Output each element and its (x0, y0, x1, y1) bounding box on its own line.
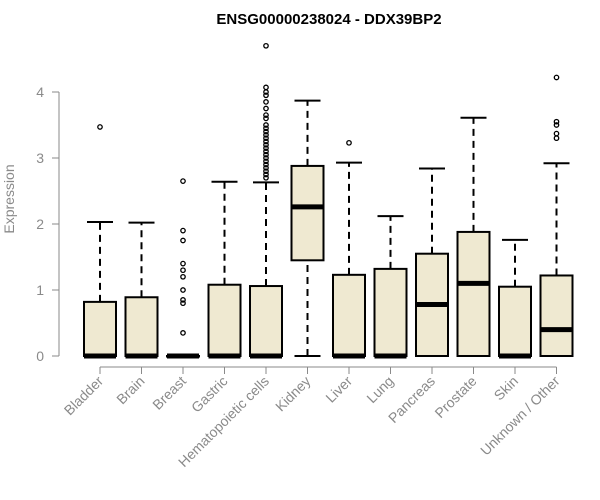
outlier-point (553, 130, 560, 137)
box-body (290, 164, 325, 262)
box-pancreas (415, 167, 449, 357)
y-axis: 0 1 2 3 4 (36, 84, 60, 364)
box-brain (124, 221, 159, 359)
outlier-point (263, 132, 269, 138)
y-axis-label: Expression (1, 164, 17, 233)
outlier-point (553, 74, 560, 81)
outlier-point (263, 141, 269, 148)
chart-title: ENSG00000238024 - DDX39BP2 (216, 11, 441, 28)
outlier-point (263, 171, 269, 178)
boxes (83, 42, 574, 359)
outlier-point (263, 92, 269, 99)
x-tick-label: Breast (149, 373, 189, 413)
outlier-point (180, 267, 186, 274)
outlier-point (263, 84, 269, 91)
outlier-point (263, 151, 269, 158)
outlier-point (263, 115, 269, 122)
outlier-point (263, 89, 269, 95)
outlier-point (263, 158, 269, 165)
x-tick-label: Brain (113, 373, 147, 407)
outlier-point (263, 155, 269, 161)
box-lung (373, 215, 408, 359)
x-tick-label: Bladder (61, 373, 107, 419)
outlier-point (180, 178, 186, 184)
box-bladder (83, 124, 117, 359)
outlier-point (180, 237, 186, 244)
x-tick-label: Unknown / Other (477, 373, 563, 459)
outlier-point (263, 99, 269, 105)
outlier-point (263, 135, 269, 142)
box-prostate (456, 116, 491, 357)
outlier-point (263, 168, 269, 175)
x-tick-label: Lung (363, 373, 396, 406)
box-body (83, 300, 117, 358)
y-tick-label: 3 (36, 150, 44, 166)
outlier-point (180, 287, 186, 293)
box-hematopoietic-cells (249, 42, 283, 359)
outlier-point (263, 42, 269, 49)
outlier-point (97, 124, 103, 130)
x-tick-label: Skin (491, 373, 522, 404)
box-skin (498, 238, 532, 359)
box-body (207, 283, 242, 357)
outlier-point (263, 145, 269, 151)
outlier-point (553, 122, 560, 128)
y-tick-label: 0 (36, 348, 44, 364)
outlier-point (346, 139, 352, 146)
outlier-point (553, 135, 560, 142)
outlier-point (263, 165, 269, 171)
box-body (539, 274, 574, 358)
outlier-point (263, 138, 269, 145)
box-body (332, 273, 366, 358)
x-tick-label: Prostate (431, 373, 479, 421)
box-kidney (290, 99, 325, 357)
outlier-point (553, 118, 560, 125)
outlier-point (263, 148, 269, 155)
outlier-point (180, 297, 186, 303)
y-tick-label: 1 (36, 282, 44, 298)
box-body (456, 230, 491, 357)
outlier-point (263, 128, 269, 135)
box-unknown-other (539, 74, 574, 358)
outlier-point (263, 161, 269, 168)
outlier-point (263, 122, 269, 128)
outlier-point (180, 273, 186, 280)
box-body (124, 296, 159, 358)
box-body (249, 285, 283, 358)
box-gastric (207, 180, 242, 359)
outlier-point (180, 300, 186, 307)
x-tick-label: Kidney (272, 373, 314, 415)
outlier-point (263, 174, 269, 181)
box-body (373, 267, 408, 358)
outlier-point (263, 125, 269, 132)
outlier-point (263, 105, 269, 112)
y-tick-label: 4 (36, 84, 44, 100)
box-breast (166, 178, 200, 359)
y-tick-label: 2 (36, 216, 44, 232)
box-body (498, 285, 532, 358)
outlier-point (263, 112, 269, 118)
box-liver (332, 139, 366, 359)
outlier-point (180, 330, 186, 336)
outlier-point (180, 260, 186, 267)
x-tick-label: Liver (322, 373, 355, 406)
outlier-point (180, 227, 186, 234)
